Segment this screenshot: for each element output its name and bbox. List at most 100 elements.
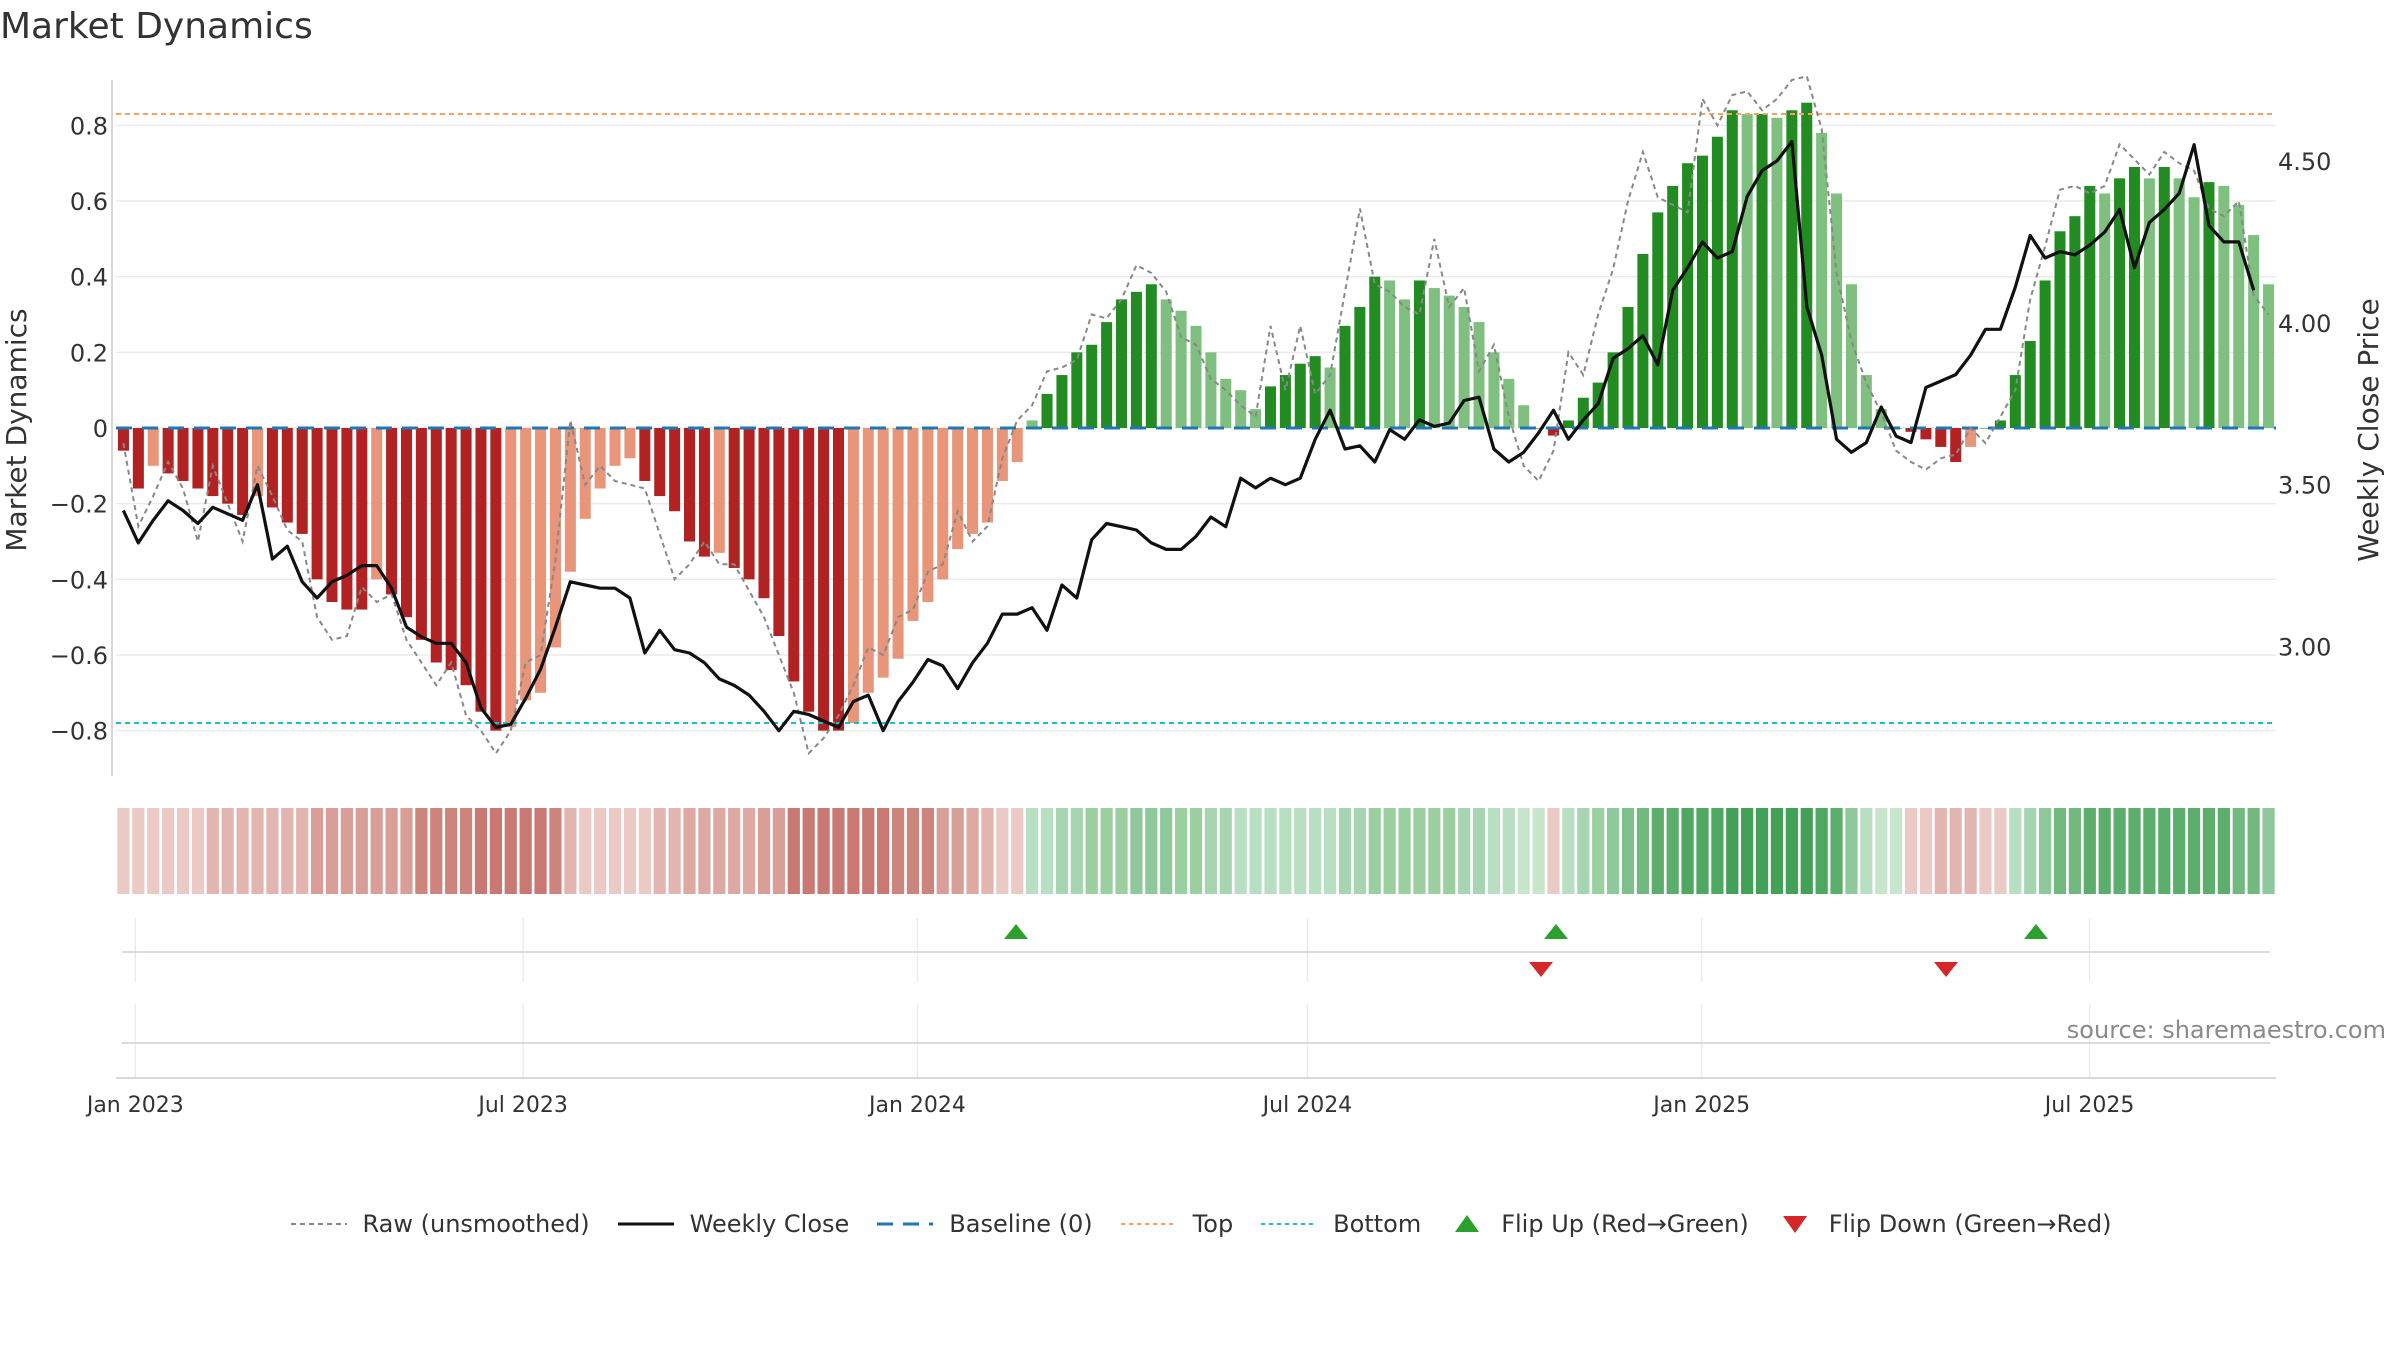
dynamics-bar: [1145, 284, 1157, 428]
regime-cell: [1055, 808, 1069, 894]
dynamics-bar: [684, 428, 696, 542]
regime-cell: [236, 808, 249, 894]
axes: 0.8 0.6 0.4 0.2 0 −0.2 −0.4 −0.6 −0.8 4.50 4.00 3.5…: [50, 80, 2331, 776]
dynamics-bar: [698, 428, 710, 557]
dynamics-bar: [609, 428, 621, 466]
regime-cell: [221, 808, 234, 894]
dynamics-bar: [1652, 212, 1664, 428]
dynamics-bar: [162, 428, 174, 474]
dynamics-bar: [1980, 428, 1992, 429]
dynamics-bar: [2218, 185, 2230, 428]
regime-cell: [713, 808, 726, 894]
dynamics-bar: [132, 428, 144, 489]
regime-cell: [1532, 808, 1545, 894]
x-axis: Jan 2023 Jul 2023 Jan 2024 Jul 2024 Jan 2025…: [85, 1004, 2276, 1118]
dynamics-bar: [415, 428, 427, 640]
dynamics-bar: [535, 428, 547, 693]
legend-bottom-swatch: [1261, 1223, 1318, 1225]
regime-cell: [1398, 808, 1411, 894]
regime-cell: [1681, 808, 1694, 894]
dynamics-bar: [892, 428, 904, 659]
dynamics-bar: [266, 428, 278, 508]
dynamics-bar: [1250, 409, 1262, 428]
y-tick-label: 0: [93, 415, 108, 443]
regime-cell: [206, 808, 219, 894]
dynamics-bar: [1190, 325, 1202, 428]
regime-cell: [1830, 808, 1843, 894]
regime-cell: [1145, 808, 1158, 894]
x-tick-label: Jan 2024: [867, 1093, 966, 1118]
regime-cell: [2158, 808, 2171, 894]
dynamics-bar: [1935, 428, 1947, 447]
dynamics-bar: [981, 428, 993, 523]
regime-cell: [2202, 808, 2216, 894]
dynamics-bar: [1101, 322, 1113, 428]
dynamics-bar: [996, 428, 1008, 481]
legend-raw-swatch: [290, 1223, 347, 1225]
dynamics-bar: [445, 428, 457, 671]
dynamics-bar: [1533, 428, 1545, 429]
regime-cell: [1279, 808, 1292, 894]
regime-cell: [325, 808, 339, 894]
dynamics-bar: [594, 428, 606, 489]
dynamics-bar: [341, 428, 353, 610]
dynamics-bar: [624, 428, 636, 459]
dynamics-bar: [1458, 306, 1470, 428]
regime-cell: [1711, 808, 1724, 894]
regime-cell: [1323, 808, 1337, 894]
regime-cell: [1636, 808, 1650, 894]
dynamics-bar: [1801, 102, 1813, 429]
flip-down-marker: [1529, 962, 1553, 977]
regime-cell: [832, 808, 845, 894]
regime-cell: [176, 808, 190, 894]
dynamics-bar: [1875, 409, 1887, 428]
regime-cell: [2083, 808, 2096, 894]
dynamics-bar: [1607, 352, 1619, 428]
dynamics-bar: [356, 428, 368, 610]
regime-cell: [698, 808, 711, 894]
dynamics-bar: [1041, 393, 1053, 428]
regime-cell: [2068, 808, 2082, 894]
regime-cell: [1443, 808, 1456, 894]
dynamics-bar: [1786, 110, 1798, 429]
dynamics-bar: [1994, 420, 2006, 428]
dynamics-bar: [1116, 299, 1128, 428]
regime-cell: [1353, 808, 1366, 894]
y-tick-label: 0.4: [70, 264, 108, 292]
dynamics-bar: [1950, 428, 1962, 463]
dynamics-bar: [2158, 167, 2170, 428]
regime-cell: [728, 808, 741, 894]
dynamics-bar: [2188, 197, 2200, 428]
dynamics-bar: [1920, 428, 1932, 440]
dynamics-bar: [2099, 193, 2111, 428]
regime-cell: [355, 808, 368, 894]
regime-cell: [474, 808, 488, 894]
regime-cell: [459, 808, 473, 894]
dynamics-bar: [177, 428, 189, 481]
dynamics-bar: [520, 428, 532, 701]
regime-cell: [981, 808, 994, 894]
dynamics-bar: [1965, 428, 1977, 447]
regime-cell: [2038, 808, 2052, 894]
regime-cell: [1160, 808, 1173, 894]
legend-flip-down: Flip Down (Green→Red): [1775, 1210, 2112, 1238]
dynamics-bar: [758, 428, 770, 599]
dynamics-bar: [252, 428, 264, 497]
regime-cell: [2009, 808, 2022, 894]
dynamics-bar: [579, 428, 591, 519]
regime-cell: [1026, 808, 1039, 894]
regime-cell: [2247, 808, 2260, 894]
regime-cell: [310, 808, 324, 894]
regime-cell: [1040, 808, 1054, 894]
regime-cell: [281, 808, 294, 894]
regime-cell: [1085, 808, 1098, 894]
regime-cell: [1204, 808, 1218, 894]
flip-markers: [122, 918, 2270, 982]
dynamics-bar: [117, 428, 129, 451]
regime-cell: [1845, 808, 1858, 894]
regime-cell: [877, 808, 890, 894]
regime-cell: [1309, 808, 1322, 894]
dynamics-bar: [2173, 178, 2185, 428]
dynamics-bar: [1056, 375, 1068, 428]
dynamics-bar: [818, 428, 830, 731]
